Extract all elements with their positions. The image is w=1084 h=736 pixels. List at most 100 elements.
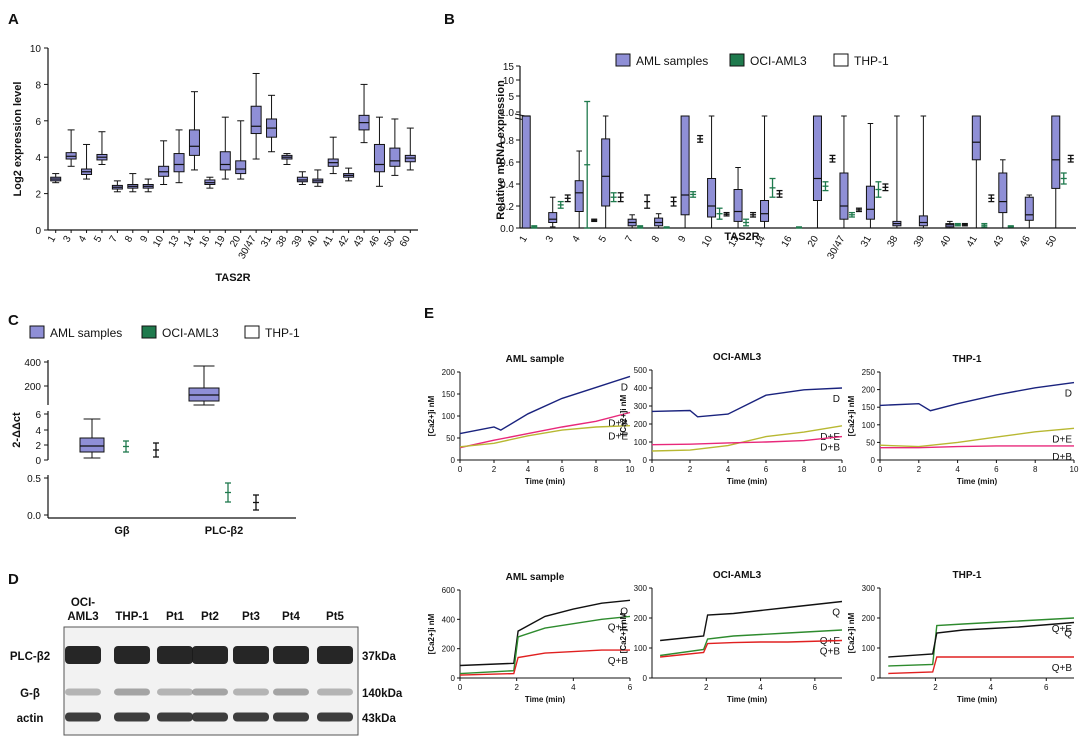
e-subplot-title: OCI-AML3 xyxy=(713,352,762,363)
e-trace-QplusB xyxy=(888,656,1074,675)
e-trace-label: Q+B xyxy=(1052,663,1073,674)
c-x-tick-label: Gβ xyxy=(114,525,130,537)
a-x-tick-label: 43 xyxy=(352,234,367,250)
a-x-tick-label: 38 xyxy=(274,234,289,250)
e-x-tick-label: 0 xyxy=(878,465,883,474)
e-x-axis-label: Time (min) xyxy=(525,477,566,486)
d-band xyxy=(192,688,228,696)
e-trace-label: Q+B xyxy=(820,647,841,658)
a-box-box xyxy=(373,143,385,173)
e-y-tick-label: 0 xyxy=(871,456,876,465)
e-subplot-title: OCI-AML3 xyxy=(713,570,762,581)
c-y-tick-label: 6 xyxy=(35,410,41,421)
b-y-tick-label: 0.4 xyxy=(500,180,514,191)
e-y-axis-label: [Ca2+]i nM xyxy=(427,613,436,654)
d-band xyxy=(114,712,150,722)
e-trace-Q xyxy=(459,599,631,667)
e-y-tick-label: 300 xyxy=(634,584,648,593)
e-trace-DplusE xyxy=(459,425,631,448)
e-x-tick-label: 0 xyxy=(650,465,655,474)
d-band xyxy=(65,688,101,696)
a-x-tick-label: 1 xyxy=(46,234,59,245)
e-y-tick-label: 300 xyxy=(862,584,876,593)
e-x-tick-label: 2 xyxy=(492,465,497,474)
e-x-tick-label: 6 xyxy=(994,465,999,474)
e-x-tick-label: 4 xyxy=(758,683,763,692)
b-y-tick-label: 0.2 xyxy=(500,202,514,213)
e-y-axis-label: [Ca2+]i nM xyxy=(619,612,628,653)
d-lane-label: Pt2 xyxy=(201,611,219,623)
d-band xyxy=(157,646,193,664)
d-band xyxy=(192,712,228,722)
e-trace-D xyxy=(879,381,1075,412)
a-x-tick-label: 31 xyxy=(259,234,274,250)
a-x-tick-label: 16 xyxy=(197,234,212,250)
e-x-tick-label: 2 xyxy=(688,465,693,474)
b-box-box xyxy=(548,212,558,224)
d-band xyxy=(233,712,269,722)
c-legend-label: AML samples xyxy=(50,326,122,340)
a-x-tick-label: 60 xyxy=(398,234,413,250)
e-trace-DplusE xyxy=(651,425,843,452)
d-band xyxy=(317,712,353,722)
a-box-box xyxy=(219,151,231,171)
d-lane-label: Pt4 xyxy=(282,611,301,623)
b-y-tick-label: 0.0 xyxy=(500,224,514,235)
e-subplot-title: AML sample xyxy=(506,572,565,583)
e-y-tick-label: 100 xyxy=(442,412,456,421)
d-lane-label: Pt5 xyxy=(326,611,345,623)
e-trace-D xyxy=(651,387,843,418)
d-band xyxy=(317,688,353,696)
e-subplot-title: THP-1 xyxy=(953,354,982,365)
d-size-label: 43kDa xyxy=(362,713,396,725)
e-trace-label: Q+E xyxy=(1052,624,1073,635)
e-y-tick-label: 50 xyxy=(446,434,455,443)
d-band xyxy=(233,646,269,664)
a-x-tick-label: 41 xyxy=(321,234,336,250)
e-trace-label: Q xyxy=(1064,629,1072,640)
a-y-tick-label: 0 xyxy=(35,226,41,237)
panel-label-A: A xyxy=(8,11,19,28)
a-box-box xyxy=(235,160,247,175)
a-x-tick-label: 10 xyxy=(151,234,166,250)
d-band xyxy=(273,646,309,664)
b-x-tick-label: 43 xyxy=(991,234,1006,250)
c-gb-aml-box xyxy=(79,437,105,453)
b-box-box xyxy=(733,189,743,222)
e-x-tick-label: 6 xyxy=(764,465,769,474)
d-row-label: actin xyxy=(17,713,44,725)
a-x-tick-label: 8 xyxy=(123,234,136,245)
e-trace-label: Q xyxy=(620,606,628,617)
e-trace-D xyxy=(459,375,631,435)
b-x-tick-label: 50 xyxy=(1044,234,1059,250)
e-x-axis-label: Time (min) xyxy=(727,695,768,704)
e-trace-label: D+B xyxy=(820,443,840,454)
a-y-axis-label: Log2 expression level xyxy=(12,82,24,197)
e-x-tick-label: 10 xyxy=(1070,465,1079,474)
b-x-tick-label: 3 xyxy=(544,234,557,245)
b-x-tick-label: 4 xyxy=(570,234,583,245)
b-box-box xyxy=(1024,196,1034,221)
d-band xyxy=(157,712,193,722)
e-y-tick-label: 200 xyxy=(862,386,876,395)
b-x-tick-label: 31 xyxy=(859,234,874,250)
e-x-tick-label: 10 xyxy=(626,465,635,474)
c-x-tick-label: PLC-β2 xyxy=(205,525,244,537)
a-x-tick-label: 7 xyxy=(108,234,121,245)
e-x-tick-label: 2 xyxy=(933,683,938,692)
e-x-tick-label: 4 xyxy=(955,465,960,474)
panel-d-western-blot: OCI- AML3 THP-1 Pt1 Pt2 Pt3 Pt4 Pt5 PLC-β2 37kDa G… xyxy=(10,597,403,736)
b-x-tick-label: 30/47 xyxy=(826,234,848,262)
e-x-tick-label: 0 xyxy=(458,465,463,474)
a-x-tick-label: 14 xyxy=(182,234,197,250)
e-trace-QplusE xyxy=(660,629,843,657)
e-y-tick-label: 0 xyxy=(643,674,648,683)
e-y-tick-label: 150 xyxy=(862,403,876,412)
b-x-tick-label: 10 xyxy=(700,234,715,250)
e-y-axis-label: [Ca2+]i nM xyxy=(847,612,856,653)
e-y-tick-label: 500 xyxy=(634,366,648,375)
b-x-tick-label: 38 xyxy=(885,234,900,250)
